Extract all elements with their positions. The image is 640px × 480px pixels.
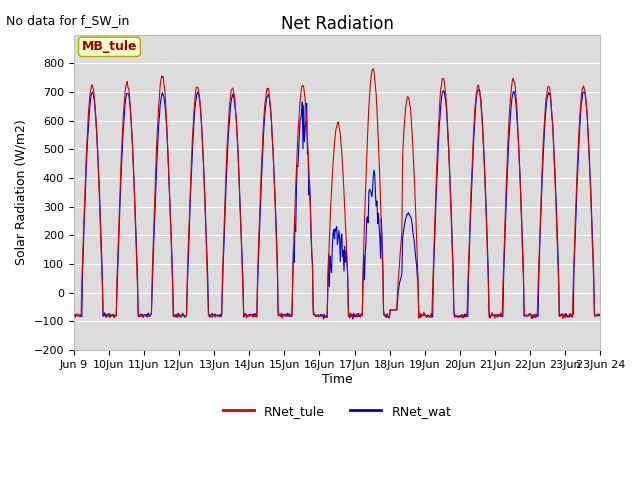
RNet_wat: [79, 249, 87, 254]
RNet_wat: [187, 180, 195, 186]
RNet_wat: [402, 216, 410, 222]
RNet_tule: [369, 66, 377, 72]
RNet_tule: [70, 312, 77, 318]
RNet_tule: [559, 316, 567, 322]
Legend: RNet_tule, RNet_wat: RNet_tule, RNet_wat: [218, 400, 456, 423]
RNet_tule: [187, 171, 195, 177]
RNet_tule: [215, 312, 223, 318]
RNet_tule: [596, 313, 604, 319]
RNet_wat: [596, 312, 604, 318]
Text: No data for f_SW_in: No data for f_SW_in: [6, 14, 130, 27]
RNet_tule: [134, 284, 141, 290]
RNet_wat: [417, 314, 425, 320]
RNet_tule: [417, 311, 425, 317]
Line: RNet_wat: RNet_wat: [74, 90, 600, 319]
RNet_wat: [349, 316, 356, 322]
Text: MB_tule: MB_tule: [82, 40, 137, 53]
Title: Net Radiation: Net Radiation: [280, 15, 394, 33]
RNet_tule: [402, 106, 410, 111]
RNet_wat: [70, 312, 77, 318]
X-axis label: Time: Time: [322, 372, 353, 385]
RNet_wat: [134, 275, 141, 280]
Y-axis label: Solar Radiation (W/m2): Solar Radiation (W/m2): [15, 120, 28, 265]
Line: RNet_tule: RNet_tule: [74, 69, 600, 319]
RNet_wat: [475, 87, 483, 93]
RNet_wat: [215, 313, 223, 319]
RNet_tule: [79, 237, 87, 243]
